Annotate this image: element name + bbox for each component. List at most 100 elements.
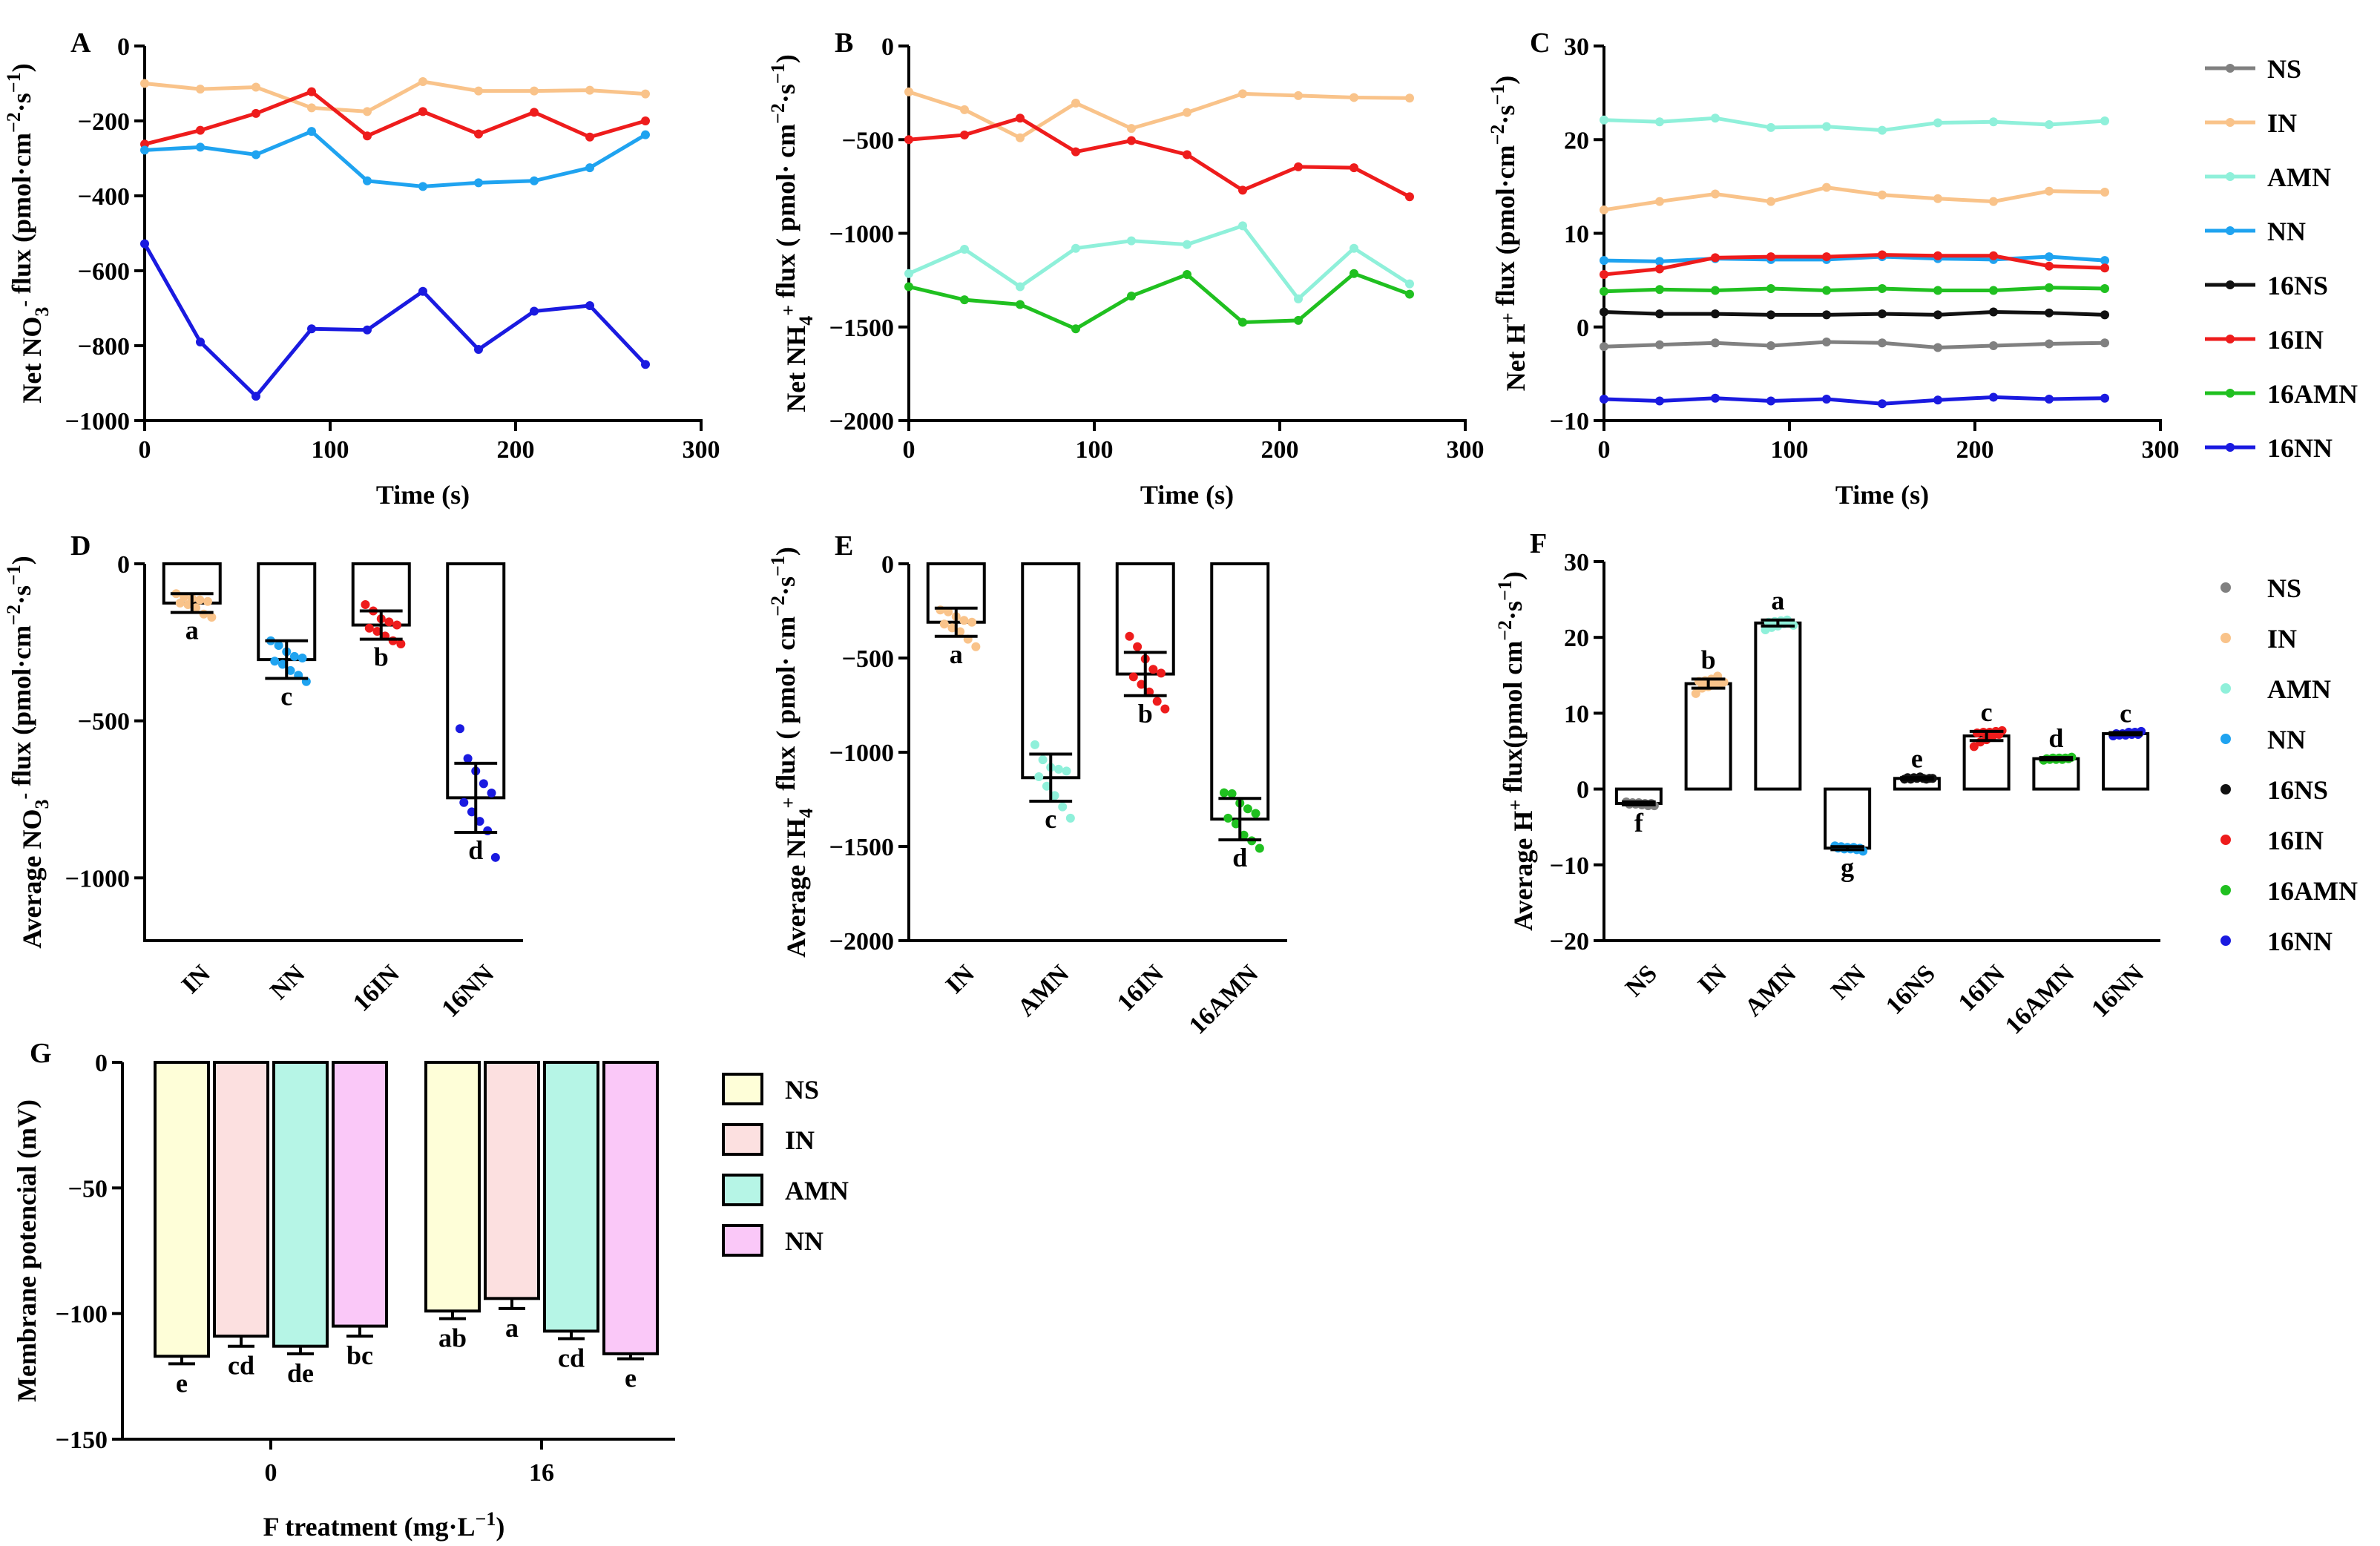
bar-ns: [154, 1061, 210, 1358]
data-point: [252, 108, 260, 118]
bar-16nn: [446, 562, 506, 800]
data-point: [1238, 318, 1247, 327]
replicate-point: [384, 617, 394, 627]
data-point: [363, 131, 372, 141]
data-point: [960, 295, 969, 305]
significance-letter: cd: [558, 1343, 585, 1373]
x-tick-label: IN: [941, 960, 980, 999]
legend-marker: [2220, 633, 2231, 643]
data-point: [904, 282, 913, 292]
series-line-16in: [1603, 253, 2105, 277]
y-tick-label: −10: [1550, 408, 1589, 435]
data-point: [474, 86, 483, 96]
replicate-point: [270, 657, 280, 666]
data-point: [2045, 394, 2054, 404]
data-point: [1766, 396, 1775, 406]
series-line-nn: [1603, 254, 2105, 263]
data-point: [2045, 283, 2054, 292]
x-tick-label: 100: [312, 436, 349, 464]
bar-in: [484, 1061, 540, 1300]
legend-label: NS: [2267, 54, 2301, 84]
data-point: [1350, 93, 1358, 102]
replicate-point: [967, 617, 977, 627]
replicate-point: [286, 665, 295, 675]
data-point: [2045, 261, 2054, 271]
y-tick-label: −1000: [65, 865, 130, 892]
legend-label: 16NN: [2267, 927, 2333, 956]
bar-16amn: [1210, 562, 1270, 821]
bar-nn: [1824, 787, 1872, 850]
data-point: [1127, 124, 1136, 134]
data-point: [1933, 286, 1942, 295]
replicate-point: [392, 620, 402, 630]
significance-letter: c: [1981, 697, 1993, 727]
legend-label: NS: [2267, 573, 2301, 603]
data-point: [585, 85, 594, 95]
x-tick-label: 16: [529, 1459, 554, 1487]
x-tick-label: 200: [1956, 436, 1994, 464]
data-point: [1933, 118, 1942, 128]
replicate-point: [1157, 668, 1166, 678]
data-point: [585, 300, 594, 310]
legend-label: AMN: [2267, 674, 2331, 704]
legend-marker: [2226, 64, 2235, 73]
data-point: [1822, 286, 1831, 295]
series-line-16ns: [1603, 310, 2105, 317]
data-point: [1600, 286, 1608, 296]
y-axis-label: Average H+ flux(pmol cm−2·s−1): [1494, 571, 1538, 931]
data-point: [1711, 338, 1720, 348]
replicate-point: [1058, 802, 1068, 812]
bar-amn: [543, 1061, 599, 1333]
panel-label: G: [30, 1038, 52, 1069]
y-tick-label: 0: [117, 551, 130, 579]
data-point: [1127, 136, 1136, 145]
legend-label: 16NS: [2267, 271, 2328, 300]
y-tick-label: −2000: [829, 928, 894, 955]
data-point: [2100, 310, 2109, 320]
data-point: [1600, 307, 1608, 317]
bar-ns: [424, 1061, 481, 1313]
replicate-point: [277, 659, 287, 669]
significance-letter: e: [625, 1364, 637, 1393]
replicate-point: [1160, 704, 1170, 714]
data-point: [140, 79, 149, 88]
data-point: [960, 130, 969, 139]
data-point: [1600, 394, 1608, 404]
chart-a: 0 −200 −400 −600 −800 −1000 0 100 200 300 Time (s)…: [3, 27, 720, 510]
x-tick-label: AMN: [1013, 960, 1075, 1022]
chart-b: 0 −500 −1000 −1500 −2000 0 100 200 300 Time (s) BN…: [767, 27, 1485, 510]
data-point: [1127, 292, 1136, 301]
data-point: [1294, 162, 1303, 171]
data-point: [530, 176, 539, 185]
series-line-in: [908, 90, 1410, 140]
series-line-16nn: [142, 243, 647, 399]
y-tick-label: 0: [881, 33, 894, 61]
panel-label: E: [835, 530, 853, 562]
data-point: [1294, 294, 1303, 303]
significance-letter: g: [1841, 852, 1854, 882]
data-point: [418, 107, 427, 116]
data-point: [960, 105, 969, 114]
x-tick-label: 100: [1771, 436, 1809, 464]
x-tick-label: 0: [139, 436, 151, 464]
replicate-point: [939, 619, 949, 629]
replicate-point: [1038, 755, 1048, 765]
data-point: [1822, 337, 1831, 346]
data-point: [1071, 99, 1080, 108]
replicate-point: [483, 826, 493, 835]
replicate-point: [1053, 764, 1063, 774]
series-line-in: [144, 79, 646, 114]
data-point: [1350, 269, 1358, 278]
panel-label: F: [1530, 528, 1547, 559]
data-point: [196, 337, 205, 346]
legend-swatch: [722, 1123, 763, 1156]
data-point: [363, 325, 372, 335]
replicate-point: [1030, 740, 1039, 749]
replicate-point: [396, 639, 406, 648]
legend-marker: [2220, 582, 2231, 593]
legend-label: AMN: [2267, 162, 2331, 192]
data-point: [1600, 256, 1608, 266]
data-point: [418, 76, 427, 86]
x-tick-label: NN: [265, 960, 310, 1005]
x-tick-label: 16NS: [1881, 960, 1941, 1020]
